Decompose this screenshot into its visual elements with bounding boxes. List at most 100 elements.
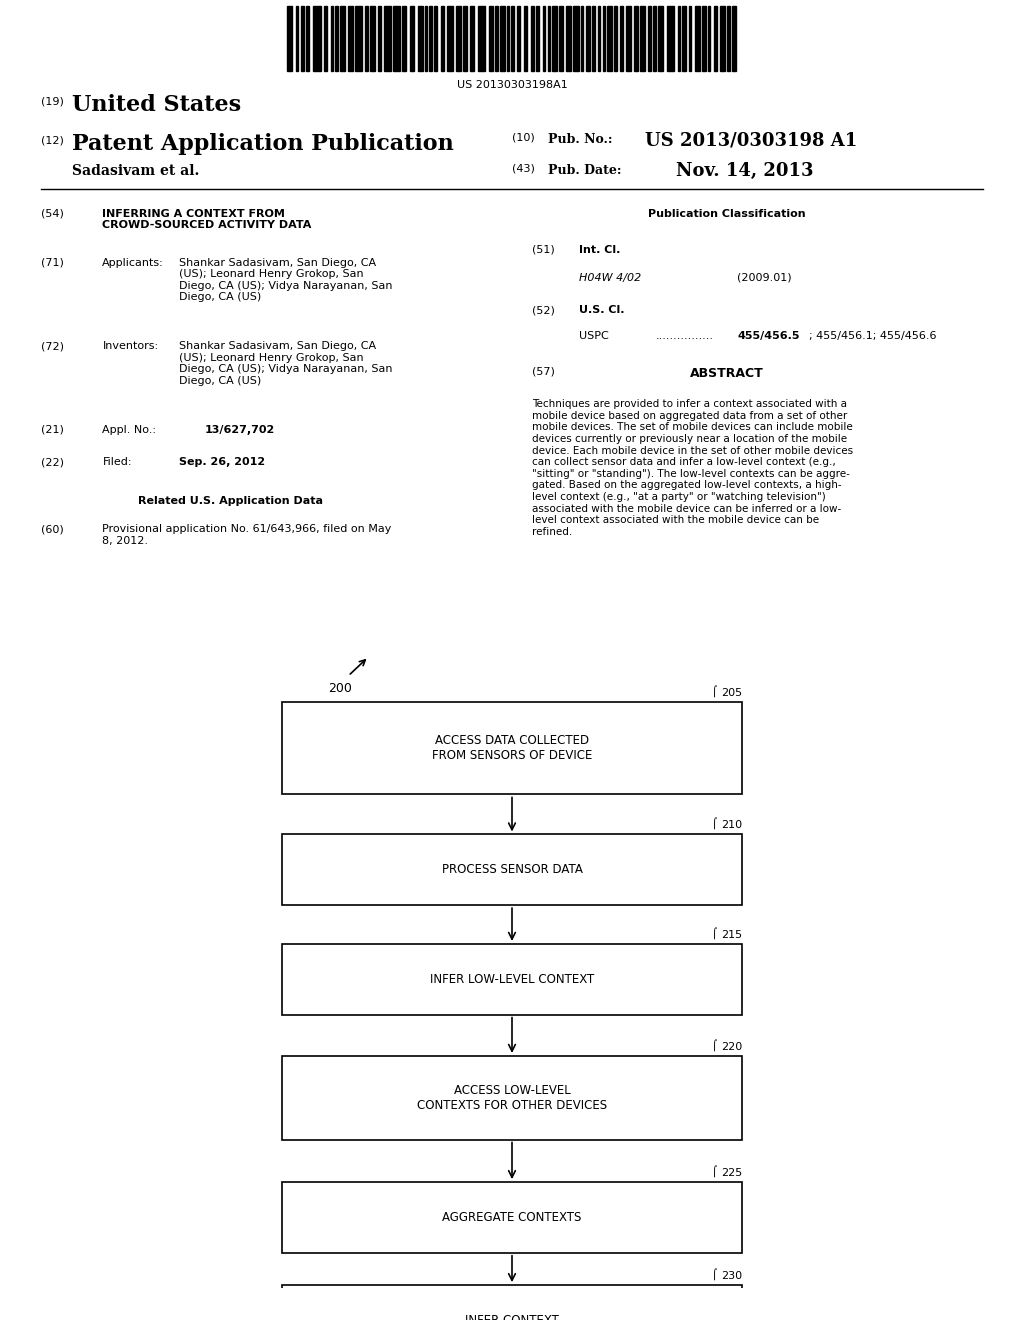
Bar xyxy=(543,7,545,71)
Bar xyxy=(658,7,663,71)
Bar xyxy=(566,7,571,71)
Bar xyxy=(287,7,292,71)
Bar xyxy=(727,7,730,71)
Bar xyxy=(313,7,321,71)
Bar xyxy=(365,7,368,71)
Text: Pub. No.:: Pub. No.: xyxy=(548,132,612,145)
Text: 455/456.5: 455/456.5 xyxy=(737,331,800,341)
Text: (57): (57) xyxy=(532,367,555,378)
Text: (10): (10) xyxy=(512,132,535,143)
Text: 230: 230 xyxy=(721,1271,742,1282)
Bar xyxy=(378,7,381,71)
Bar xyxy=(456,7,461,71)
Text: INFER CONTEXT: INFER CONTEXT xyxy=(465,1313,559,1320)
Bar xyxy=(478,7,485,71)
Bar xyxy=(331,7,333,71)
Bar xyxy=(324,7,327,71)
Text: (71): (71) xyxy=(41,257,63,268)
Bar xyxy=(573,7,579,71)
Text: U.S. Cl.: U.S. Cl. xyxy=(579,305,624,315)
Bar xyxy=(531,7,534,71)
Text: Patent Application Publication: Patent Application Publication xyxy=(72,132,454,154)
Text: ACCESS DATA COLLECTED
FROM SENSORS OF DEVICE: ACCESS DATA COLLECTED FROM SENSORS OF DE… xyxy=(432,734,592,762)
Text: INFER LOW-LEVEL CONTEXT: INFER LOW-LEVEL CONTEXT xyxy=(430,973,594,986)
Bar xyxy=(301,7,304,71)
Text: 215: 215 xyxy=(721,929,742,940)
Bar xyxy=(667,7,674,71)
Bar xyxy=(524,7,527,71)
Bar xyxy=(282,1181,742,1253)
Text: Nov. 14, 2013: Nov. 14, 2013 xyxy=(676,162,813,181)
Bar xyxy=(282,1284,742,1320)
Text: US 20130303198A1: US 20130303198A1 xyxy=(457,79,567,90)
Text: Publication Classification: Publication Classification xyxy=(648,209,806,219)
Text: Provisional application No. 61/643,966, filed on May
8, 2012.: Provisional application No. 61/643,966, … xyxy=(102,524,392,545)
Bar xyxy=(678,7,680,71)
Bar xyxy=(348,7,353,71)
Text: (21): (21) xyxy=(41,425,63,434)
Bar xyxy=(340,7,345,71)
Text: Shankar Sadasivam, San Diego, CA
(US); Leonard Henry Grokop, San
Diego, CA (US);: Shankar Sadasivam, San Diego, CA (US); L… xyxy=(179,341,392,385)
Bar xyxy=(495,7,498,71)
Text: (43): (43) xyxy=(512,164,535,173)
Bar xyxy=(402,7,406,71)
Text: INFERRING A CONTEXT FROM
CROWD-SOURCED ACTIVITY DATA: INFERRING A CONTEXT FROM CROWD-SOURCED A… xyxy=(102,209,311,230)
Text: USPC: USPC xyxy=(579,331,608,341)
Bar xyxy=(702,7,706,71)
Text: Related U.S. Application Data: Related U.S. Application Data xyxy=(138,496,324,506)
Bar xyxy=(708,7,710,71)
Text: Shankar Sadasivam, San Diego, CA
(US); Leonard Henry Grokop, San
Diego, CA (US);: Shankar Sadasivam, San Diego, CA (US); L… xyxy=(179,257,392,302)
Bar xyxy=(441,7,444,71)
Bar xyxy=(335,7,338,71)
Bar xyxy=(500,7,505,71)
Bar xyxy=(507,7,509,71)
Bar xyxy=(282,944,742,1015)
Text: (19): (19) xyxy=(41,96,63,107)
Bar xyxy=(370,7,375,71)
Bar xyxy=(626,7,631,71)
Text: Appl. No.:: Appl. No.: xyxy=(102,425,157,434)
Bar xyxy=(429,7,432,71)
Bar xyxy=(447,7,453,71)
Bar xyxy=(511,7,514,71)
Bar xyxy=(614,7,617,71)
Text: Pub. Date:: Pub. Date: xyxy=(548,164,622,177)
Text: 225: 225 xyxy=(721,1168,742,1179)
Text: 220: 220 xyxy=(721,1041,742,1052)
Text: 13/627,702: 13/627,702 xyxy=(205,425,275,434)
Text: ................: ................ xyxy=(655,331,714,341)
Text: ACCESS LOW-LEVEL
CONTEXTS FOR OTHER DEVICES: ACCESS LOW-LEVEL CONTEXTS FOR OTHER DEVI… xyxy=(417,1084,607,1111)
Text: Applicants:: Applicants: xyxy=(102,257,164,268)
Text: Sep. 26, 2012: Sep. 26, 2012 xyxy=(179,457,265,467)
Bar xyxy=(581,7,583,71)
Text: ; 455/456.1; 455/456.6: ; 455/456.1; 455/456.6 xyxy=(809,331,937,341)
Text: PROCESS SENSOR DATA: PROCESS SENSOR DATA xyxy=(441,863,583,876)
Bar xyxy=(418,7,423,71)
Bar xyxy=(653,7,656,71)
Bar xyxy=(620,7,623,71)
Bar xyxy=(695,7,700,71)
Bar xyxy=(603,7,605,71)
Text: Sadasivam et al.: Sadasivam et al. xyxy=(72,164,199,177)
Text: US 2013/0303198 A1: US 2013/0303198 A1 xyxy=(645,131,857,149)
Text: ⌠: ⌠ xyxy=(712,1039,717,1051)
Bar xyxy=(682,7,686,71)
Text: United States: United States xyxy=(72,94,241,116)
Text: 200: 200 xyxy=(328,682,351,696)
Bar xyxy=(592,7,595,71)
Text: (12): (12) xyxy=(41,135,63,145)
Bar xyxy=(463,7,467,71)
Bar xyxy=(296,7,298,71)
Bar xyxy=(306,7,309,71)
Bar xyxy=(355,7,362,71)
Text: Filed:: Filed: xyxy=(102,457,132,467)
Text: ⌠: ⌠ xyxy=(712,1166,717,1177)
Bar xyxy=(586,7,590,71)
Text: (22): (22) xyxy=(41,457,63,467)
Bar xyxy=(552,7,557,71)
Bar xyxy=(282,702,742,795)
Bar xyxy=(607,7,612,71)
Text: H04W 4/02: H04W 4/02 xyxy=(579,273,641,282)
Bar xyxy=(470,7,474,71)
Text: AGGREGATE CONTEXTS: AGGREGATE CONTEXTS xyxy=(442,1210,582,1224)
